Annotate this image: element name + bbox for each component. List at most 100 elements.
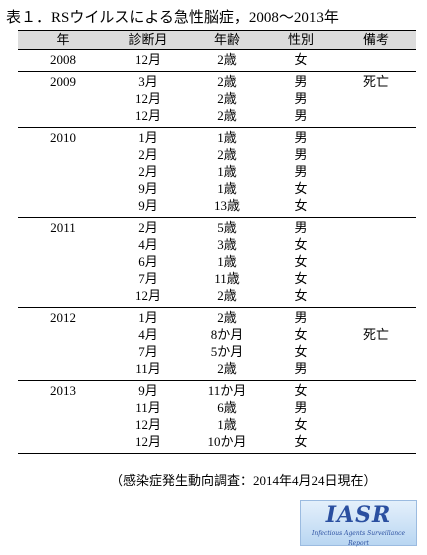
cell: 7月 — [138, 271, 158, 286]
cell: 死亡 — [362, 327, 389, 342]
logo-name: IASR — [325, 502, 392, 528]
cell: 12月 — [134, 108, 161, 123]
year-cell: 2008 — [50, 52, 76, 67]
empty-cell — [18, 287, 108, 304]
cell: 男 — [294, 74, 308, 89]
table-row: 2月 2歳 男 — [18, 146, 416, 163]
empty-cell — [18, 343, 108, 360]
table-row: 11月 2歳 男 — [18, 360, 416, 377]
cell: 2歳 — [217, 74, 237, 89]
empty-cell — [18, 197, 108, 214]
table-row: 12月 10か月 女 — [18, 433, 416, 450]
cell: 9月 — [138, 198, 158, 213]
table-row: 2013 9月 11か月 女 — [18, 382, 416, 399]
table-row: 2009 3月 2歳 男 死亡 — [18, 73, 416, 90]
empty-cell — [18, 163, 108, 180]
cell: 男 — [294, 400, 308, 415]
header-cell: 性別 — [287, 32, 314, 47]
logo: IASR Infectious Agents Surveillance Repo… — [300, 500, 417, 547]
table-row: 2月 1歳 男 — [18, 163, 416, 180]
header-cell: 年 — [56, 32, 70, 47]
cell: 8か月 — [210, 327, 244, 342]
header-cell: 診断月 — [128, 32, 168, 47]
cell: 12月 — [134, 434, 161, 449]
header-cell: 年齢 — [213, 32, 240, 47]
cell: 12月 — [134, 417, 161, 432]
table-row: 2012 1月 2歳 男 — [18, 309, 416, 326]
cell: 女 — [294, 271, 308, 286]
table-row: 7月 5か月 女 — [18, 343, 416, 360]
cell: 9月 — [138, 383, 158, 398]
year-group: 2009 3月 2歳男死亡 12月 2歳男 12月 2歳男 — [18, 72, 416, 128]
table-row: 11月 6歳 男 — [18, 399, 416, 416]
title: 表１．RSウイルスによる急性脳症，2008～2013年 — [6, 10, 339, 26]
table-row: 2011 2月 5歳 男 — [18, 219, 416, 236]
cell: 男 — [294, 147, 308, 162]
empty-cell — [336, 433, 416, 450]
empty-cell — [336, 270, 416, 287]
year-group: 2011 2月 5歳男 4月 3歳女 6月 1歳女 7月 11歳女 12月 2歳女 — [18, 218, 416, 308]
cell: 女 — [294, 327, 308, 342]
empty-cell — [18, 253, 108, 270]
cell: 女 — [294, 417, 308, 432]
table-row: 12月 1歳 女 — [18, 416, 416, 433]
empty-cell — [336, 129, 416, 146]
cell: 女 — [294, 52, 308, 67]
cell: 3歳 — [217, 237, 237, 252]
table-row: 12月 2歳 女 — [18, 287, 416, 304]
empty-cell — [336, 399, 416, 416]
empty-cell — [336, 107, 416, 124]
empty-cell — [336, 236, 416, 253]
empty-cell — [336, 163, 416, 180]
cell: 女 — [294, 254, 308, 269]
table-row: 2008 12月 2歳 女 — [18, 51, 416, 68]
table: 年診断月 年齢 性別 備考 2008 12月 2歳女 2009 3月 2歳男死亡 12月 2歳男 12月… — [18, 30, 416, 454]
cell: 2月 — [138, 220, 158, 235]
cell: 1歳 — [217, 254, 237, 269]
cell: 男 — [294, 361, 308, 376]
cell: 2歳 — [217, 108, 237, 123]
empty-cell — [336, 287, 416, 304]
table-row: 7月 11歳 女 — [18, 270, 416, 287]
cell: 13歳 — [213, 198, 240, 213]
empty-cell — [18, 270, 108, 287]
empty-cell — [336, 309, 416, 326]
cell: 6月 — [138, 254, 158, 269]
empty-cell — [336, 253, 416, 270]
empty-cell — [18, 107, 108, 124]
cell: 女 — [294, 181, 308, 196]
footnote: （感染症発生動向調査：2014年4月24日現在） — [110, 473, 377, 488]
empty-cell — [336, 90, 416, 107]
cell: 男 — [294, 220, 308, 235]
table-row: 2010 1月 1歳 男 — [18, 129, 416, 146]
cell: 1月 — [138, 130, 158, 145]
cell: 11か月 — [207, 383, 247, 398]
header-row: 年 診断月 年齢 性別 備考 — [18, 31, 416, 50]
logo-subtitle: Infectious Agents Surveillance Report — [311, 530, 406, 547]
cell: 2月 — [138, 164, 158, 179]
table-row: 9月 13歳 女 — [18, 197, 416, 214]
cell: 12月 — [134, 52, 161, 67]
cell: 男 — [294, 164, 308, 179]
empty-cell — [18, 399, 108, 416]
empty-cell — [336, 197, 416, 214]
cell: 男 — [294, 130, 308, 145]
cell: 5か月 — [210, 344, 244, 359]
cell: 5歳 — [217, 220, 237, 235]
empty-cell — [336, 343, 416, 360]
cell: 2歳 — [217, 52, 237, 67]
cell: 12月 — [134, 91, 161, 106]
cell: 男 — [294, 108, 308, 123]
year-group: 2010 1月 1歳男 2月 2歳男 2月 1歳男 9月 1歳女 9月 13歳女 — [18, 128, 416, 218]
cell: 女 — [294, 237, 308, 252]
table-row: 6月 1歳 女 — [18, 253, 416, 270]
cell: 10か月 — [207, 434, 247, 449]
table-row: 4月 3歳 女 — [18, 236, 416, 253]
empty-cell — [18, 236, 108, 253]
empty-cell — [18, 360, 108, 377]
year-cell: 2011 — [50, 220, 76, 235]
cell: 2歳 — [217, 91, 237, 106]
cell: 2歳 — [217, 361, 237, 376]
table-row: 12月 2歳 男 — [18, 107, 416, 124]
